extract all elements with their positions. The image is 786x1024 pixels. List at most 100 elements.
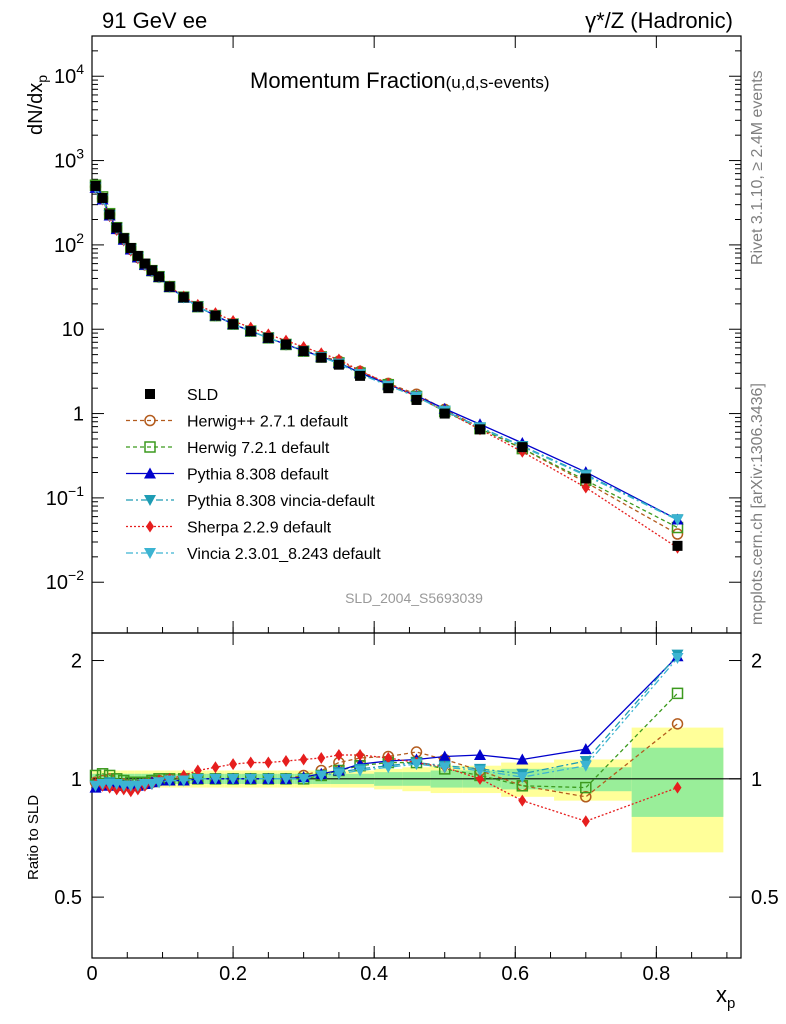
- y-tick-label: 102: [54, 230, 84, 257]
- ratio-series-point: [317, 751, 326, 764]
- ratio-tick-label: 1: [71, 769, 82, 791]
- ratio-tick-label-right: 1: [751, 769, 762, 791]
- y-tick-label: 103: [54, 146, 84, 173]
- data-point: [580, 473, 591, 484]
- ratio-series-point: [264, 756, 273, 769]
- ratio-series-point: [382, 762, 395, 774]
- ratio-series-point: [193, 764, 202, 777]
- x-tick-label: 0.2: [219, 963, 247, 985]
- ratio-tick-label: 0.5: [54, 887, 82, 909]
- ratio-series-point: [246, 756, 255, 769]
- ratio-series-point: [671, 718, 684, 730]
- legend-marker: [144, 495, 156, 506]
- ratio-series-point: [299, 753, 308, 766]
- ratio-series-point: [518, 794, 527, 807]
- legend-label: Vincia 2.3.01_8.243 default: [187, 546, 381, 563]
- data-point: [439, 408, 450, 419]
- ratio-series-point: [516, 753, 529, 765]
- x-tick-label: 0.6: [501, 963, 529, 985]
- legend-marker: [145, 389, 155, 399]
- data-point: [280, 339, 291, 350]
- ratio-series-point: [354, 765, 367, 777]
- ratio-series-point: [297, 773, 310, 785]
- legend-label: Pythia 8.308 vincia-default: [187, 493, 375, 510]
- y-axis-label-sub: p: [34, 75, 50, 83]
- series-line: [94, 186, 678, 549]
- data-point: [316, 352, 327, 363]
- x-axis-label-main: x: [716, 982, 727, 1007]
- ratio-series-point: [473, 748, 486, 760]
- ratio-tick-label-right: 0.5: [751, 887, 779, 909]
- y-axis-label: dN/dxp: [25, 75, 50, 135]
- ratio-series-point: [356, 748, 365, 761]
- data-point: [245, 326, 256, 337]
- series-point: [671, 514, 684, 526]
- data-point: [210, 310, 221, 321]
- ratio-series-point: [96, 768, 109, 780]
- data-point: [192, 301, 203, 312]
- ratio-series-point: [332, 768, 345, 780]
- ratio-series-point: [177, 775, 190, 787]
- data-point: [298, 346, 309, 357]
- axis-ticks: 10−2 10−1 1 10 102 103 104 0.5 0.5 1 1 2 2 0 0.2 0.4 0.6…: [46, 35, 779, 985]
- ratio-axis-label: Ratio to SLD: [25, 795, 42, 880]
- data-point: [111, 222, 122, 233]
- data-point: [411, 394, 422, 405]
- data-point: [263, 332, 274, 343]
- ratio-series-point: [229, 758, 238, 771]
- ratio-series-point: [580, 781, 592, 794]
- series-curves: [89, 179, 684, 828]
- right-title: γ*/Z (Hadronic): [585, 8, 733, 33]
- ratio-plot-frame: [91, 632, 742, 959]
- data-point: [178, 292, 189, 303]
- ratio-series-point: [211, 761, 220, 774]
- ratio-series-point: [579, 760, 592, 772]
- ratio-series-point: [384, 751, 393, 764]
- legend-marker: [144, 548, 156, 559]
- plot-title: Momentum Fraction(u,d,s-events): [250, 68, 550, 93]
- ratio-series-point: [131, 780, 144, 792]
- data-point: [333, 359, 344, 370]
- data-point: [154, 271, 165, 282]
- ratio-series-point: [89, 780, 102, 792]
- top-plot-frame: [91, 35, 742, 634]
- ratio-series-point: [475, 772, 484, 785]
- data-point: [164, 281, 175, 292]
- legend-marker: [146, 520, 154, 533]
- y-tick-label: 104: [54, 61, 84, 88]
- series-line: [94, 187, 678, 520]
- ratio-series-point: [145, 779, 158, 791]
- ratio-series-point: [281, 755, 290, 768]
- y-tick-label: 10−1: [46, 483, 84, 510]
- x-axis-label-sub: p: [727, 995, 735, 1012]
- ratio-series-point: [153, 777, 166, 789]
- series-point: [671, 528, 684, 540]
- ratio-series-point: [673, 781, 682, 794]
- y-tick-label: 10−2: [46, 567, 84, 594]
- data-point: [355, 370, 366, 381]
- y-tick-label: 10: [62, 319, 84, 341]
- ratio-series-point: [163, 775, 176, 787]
- data-point: [474, 424, 485, 435]
- data-point: [118, 233, 129, 244]
- plot-title-sub: (u,d,s-events): [446, 73, 550, 92]
- legend-label: Herwig 7.2.1 default: [187, 440, 330, 457]
- ratio-series-point: [244, 773, 257, 785]
- ratio-tick-label-right: 2: [751, 651, 762, 673]
- x-axis-label: xp: [716, 982, 735, 1012]
- ratio-series-point: [209, 773, 222, 785]
- ratio-series-point: [315, 770, 328, 782]
- ratio-series-point: [438, 750, 451, 762]
- series-point: [581, 481, 590, 494]
- y-axis-label-main: dN/dx: [25, 83, 47, 135]
- ratio-series-point: [579, 743, 592, 755]
- legend-label: SLD: [187, 387, 218, 404]
- data-point: [104, 209, 115, 220]
- x-tick-label: 0: [86, 963, 97, 985]
- ratio-series-point: [410, 759, 423, 771]
- ratio-series-point: [516, 772, 529, 784]
- ratio-series-point: [671, 652, 684, 664]
- ratio-tick-label: 2: [71, 651, 82, 673]
- side-rivet-label: Rivet 3.1.10, ≥ 2.4M events: [749, 70, 766, 265]
- ratio-series-point: [580, 791, 592, 803]
